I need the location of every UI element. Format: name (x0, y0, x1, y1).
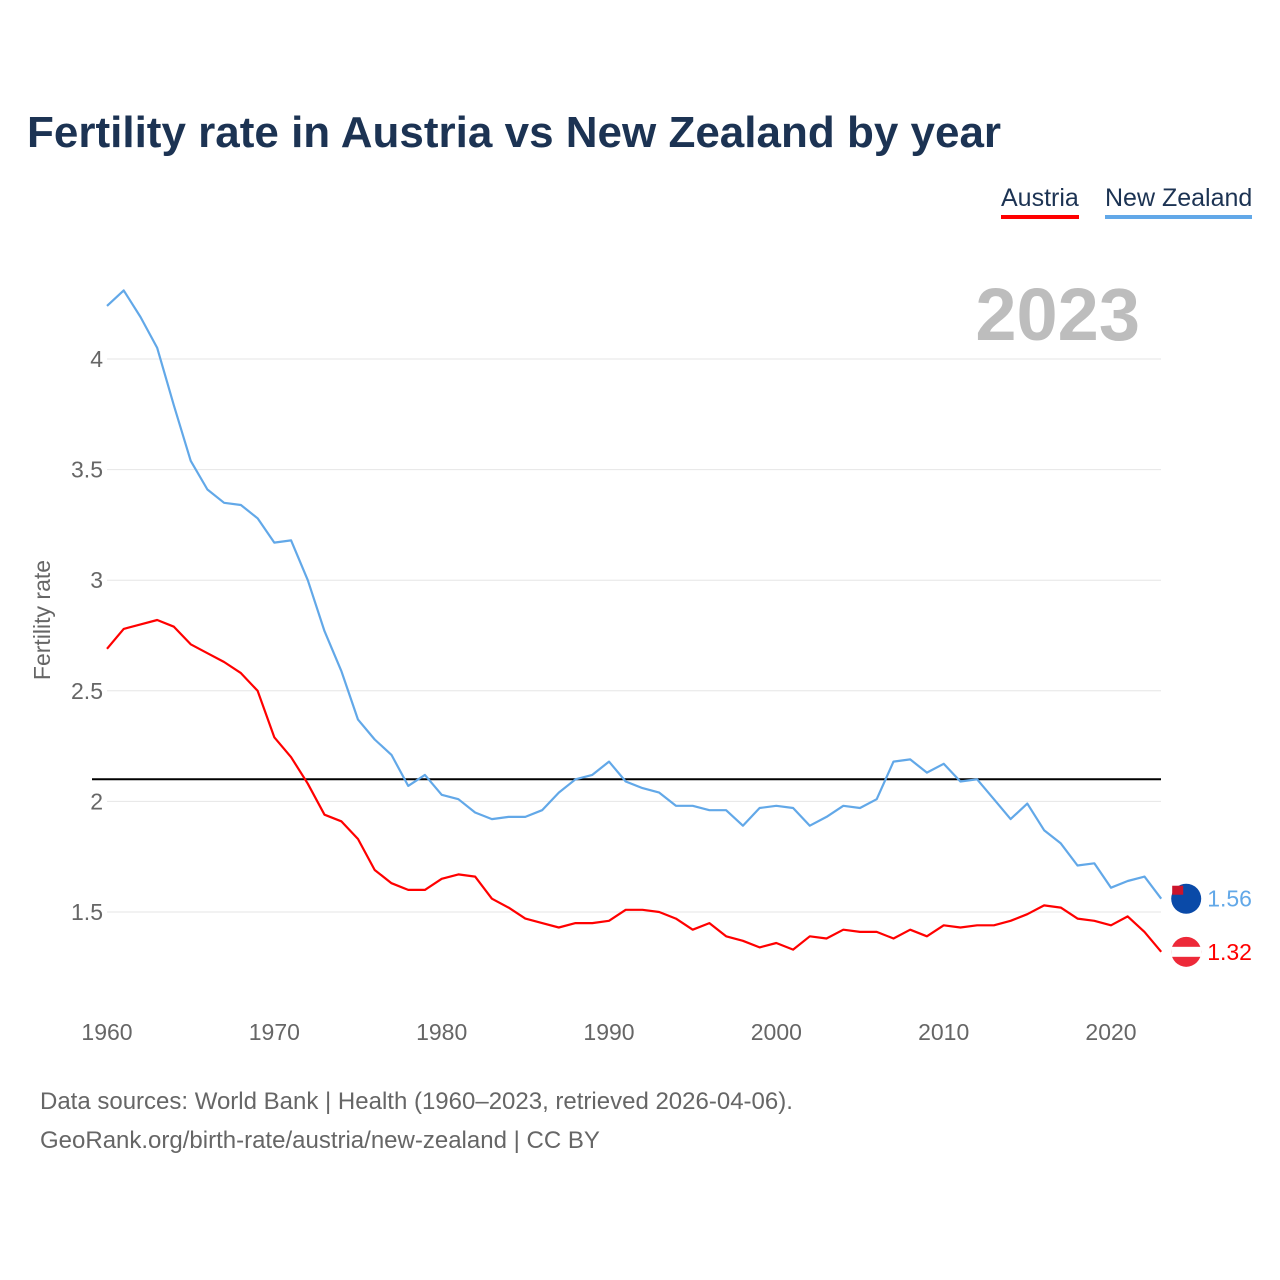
footer-source: Data sources: World Bank | Health (1960–… (40, 1088, 793, 1115)
x-tick-label: 2000 (751, 1019, 802, 1045)
x-tick-label: 1960 (81, 1019, 132, 1045)
y-tick-label: 2 (90, 788, 103, 814)
footer-link[interactable]: GeoRank.org/birth-rate/austria/new-zeala… (40, 1127, 600, 1154)
chart-title: Fertility rate in Austria vs New Zealand… (27, 108, 1002, 157)
y-axis-label: Fertility rate (29, 560, 55, 680)
x-tick-label: 1970 (249, 1019, 300, 1045)
x-tick-label: 2010 (918, 1019, 969, 1045)
y-tick-label: 4 (90, 346, 103, 372)
x-tick-label: 2020 (1085, 1019, 1136, 1045)
y-tick-label: 2.5 (71, 678, 103, 704)
legend-new-zealand[interactable]: New Zealand (1105, 184, 1253, 219)
y-tick-label: 3.5 (71, 457, 103, 483)
end-value-label-new-zealand: 1.56 (1207, 886, 1252, 912)
x-tick-label: 1990 (583, 1019, 634, 1045)
end-value-label-austria: 1.32 (1207, 939, 1252, 965)
x-tick-label: 1980 (416, 1019, 467, 1045)
y-tick-label: 1.5 (71, 899, 103, 925)
series-line-austria (106, 618, 1163, 953)
series-line-new-zealand (106, 289, 1163, 900)
austria-flag-stripe (1171, 946, 1202, 957)
new-zealand-flag-union (1172, 885, 1184, 895)
year-watermark: 2023 (975, 273, 1140, 356)
legend-austria[interactable]: Austria (1001, 184, 1079, 219)
y-tick-label: 3 (90, 567, 103, 593)
